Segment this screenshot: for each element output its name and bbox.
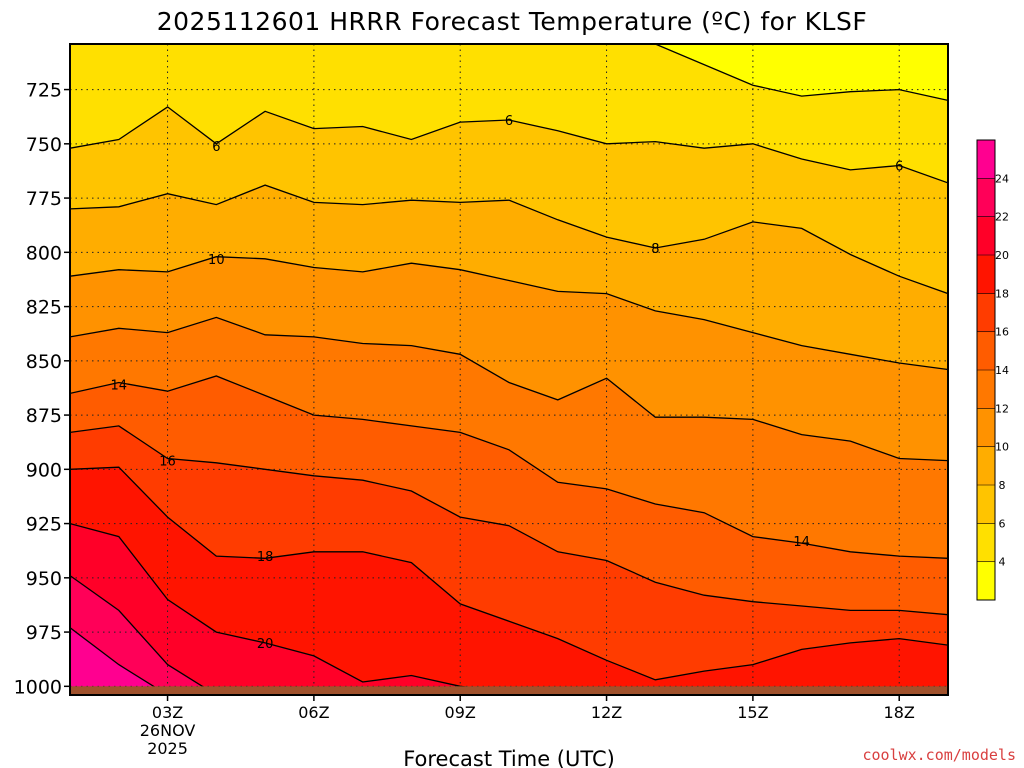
colorbar-tick-label: 18 (995, 287, 1009, 300)
colorbar-swatch (977, 408, 995, 448)
contour-label-6: 6 (895, 160, 903, 175)
contour-label-18: 18 (257, 550, 274, 565)
y-tick-label: 975 (26, 622, 62, 644)
colorbar: 4 6 8 10 12 14 16 18 20 22 24 (976, 139, 1009, 601)
y-tick-label: 850 (26, 351, 62, 373)
colorbar-tick-label: 10 (995, 441, 1009, 454)
fill-band-above-24 (70, 627, 168, 695)
y-tick-label: 800 (26, 242, 62, 264)
isotherm-6 (70, 106, 948, 184)
x-tick-label: 03Z (152, 703, 183, 722)
colorbar-swatch (977, 331, 995, 371)
y-tick-label: 750 (26, 134, 62, 156)
plot-frame (69, 43, 949, 696)
y-axis: 725 750 775 800 825 850 875 900 925 950 975 1000 (14, 80, 70, 698)
contour-label-8: 8 (651, 242, 659, 257)
x-tick-label: 06Z (298, 703, 329, 722)
colorbar-tick-label: 12 (995, 402, 1009, 415)
ground-surface (70, 686, 948, 695)
isotherm-16 (70, 425, 948, 616)
x-axis-label: Forecast Time (UTC) (403, 747, 615, 768)
x-tick-date: 26NOV (140, 721, 196, 740)
credit-text: coolwx.com/models (862, 746, 1016, 764)
colorbar-swatch (977, 255, 995, 294)
contour-label-14: 14 (793, 535, 810, 550)
grid-lines (70, 44, 948, 695)
isotherm-10 (70, 256, 948, 371)
x-tick-label: 09Z (445, 703, 476, 722)
isotherm-8 (70, 184, 948, 295)
y-tick-label: 725 (26, 80, 62, 102)
y-tick-label: 925 (26, 514, 62, 536)
contour-label-6: 6 (505, 114, 513, 129)
contour-labels: 6 6 6 8 10 14 14 16 18 20 (111, 114, 904, 652)
contour-label-14: 14 (111, 379, 128, 394)
fill-band-above-20 (70, 523, 607, 695)
y-tick-label: 950 (26, 568, 62, 590)
contour-label-6: 6 (212, 140, 220, 155)
colorbar-swatch (977, 216, 995, 256)
colorbar-tick-label: 8 (999, 479, 1006, 492)
isotherm-4 (655, 44, 948, 102)
contour-label-16: 16 (159, 455, 176, 470)
colorbar-swatch (977, 446, 995, 486)
y-tick-label: 875 (26, 405, 62, 427)
contour-label-20: 20 (257, 637, 274, 652)
colorbar-tick-label: 24 (995, 172, 1009, 185)
colorbar-swatch (977, 523, 995, 563)
colorbar-swatch (977, 178, 995, 218)
contour-label-10: 10 (208, 253, 225, 268)
colorbar-swatch (977, 370, 995, 409)
isotherm-22 (70, 575, 217, 695)
colorbar-swatch (977, 293, 995, 333)
colorbar-tick-label: 6 (999, 517, 1006, 530)
temperature-fill-bands (70, 44, 948, 695)
chart-title: 2025112601 HRRR Forecast Temperature (ºC… (157, 7, 868, 36)
colorbar-tick-label: 20 (995, 249, 1009, 262)
colorbar-tick-label: 4 (999, 556, 1006, 569)
y-tick-label: 825 (26, 297, 62, 319)
colorbar-swatch (977, 140, 995, 179)
x-tick-label: 15Z (737, 703, 768, 722)
x-tick-year: 2025 (147, 739, 188, 758)
colorbar-tick-label: 22 (995, 211, 1009, 224)
isotherm-18 (70, 466, 948, 681)
isotherm-14 (70, 375, 948, 559)
isotherm-24 (70, 627, 168, 695)
y-tick-label: 900 (26, 459, 62, 481)
colorbar-tick-label: 16 (995, 326, 1009, 339)
x-tick-label: 18Z (884, 703, 915, 722)
fill-band-above-18 (70, 467, 948, 695)
colorbar-swatch (977, 485, 995, 524)
isotherm-12 (70, 316, 948, 462)
y-tick-label: 1000 (14, 676, 62, 698)
colorbar-tick-label: 14 (995, 364, 1009, 377)
y-tick-label: 775 (26, 188, 62, 210)
x-tick-label: 12Z (591, 703, 622, 722)
isotherm-lines (70, 44, 948, 695)
colorbar-swatch (977, 561, 995, 601)
